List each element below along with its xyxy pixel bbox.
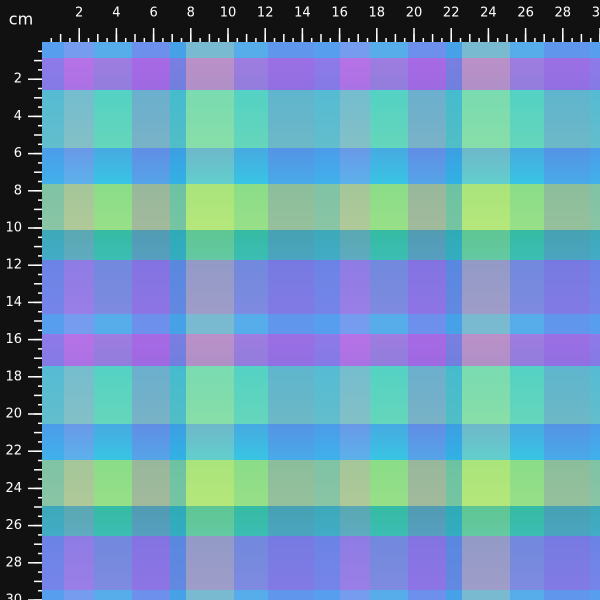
tick-label: 2 [75,6,83,21]
tick-label: 18 [5,369,22,384]
tick-label: 10 [220,6,237,21]
tick-label: 22 [443,6,460,21]
left-ruler [0,0,42,600]
tick-label: 20 [406,6,423,21]
tick-label: 20 [5,407,22,422]
fabric-swatch [42,42,600,600]
unit-label: cm [9,10,33,29]
tick-label: 30 [5,593,22,600]
tick-label: 16 [331,6,348,21]
tick-label: 14 [294,6,311,21]
tick-label: 18 [369,6,386,21]
tick-label: 12 [5,258,22,273]
tick-label: 14 [5,295,22,310]
tick-label: 8 [14,183,22,198]
tick-label: 24 [5,481,22,496]
tick-label: 22 [5,444,22,459]
tick-label: 26 [517,6,534,21]
tick-label: 10 [5,221,22,236]
tick-label: 24 [480,6,497,21]
top-ruler [0,0,600,42]
tick-label: 26 [5,518,22,533]
tick-label: 4 [112,6,120,21]
tick-label: 4 [14,109,22,124]
tick-label: 16 [5,332,22,347]
tick-label: 6 [149,6,157,21]
tick-label: 12 [257,6,274,21]
tick-label: 8 [187,6,195,21]
tick-label: 6 [14,146,22,161]
tick-label: 28 [5,555,22,570]
tick-label: 30 [592,6,600,21]
tick-label: 2 [14,72,22,87]
tick-label: 28 [555,6,572,21]
